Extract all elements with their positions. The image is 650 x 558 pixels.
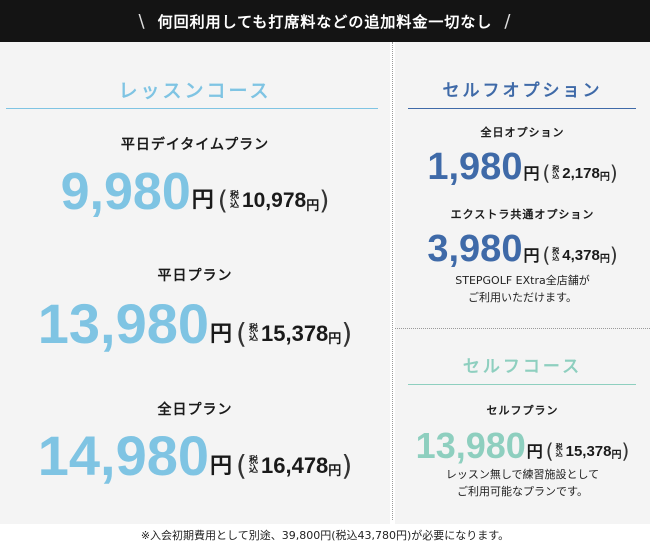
self-option-underline [408, 108, 636, 109]
tax-included-price: ( 税 込 16,478 円 ) [236, 452, 352, 480]
top-banner: \ 何回利用しても打席料などの追加料金一切なし / [0, 0, 650, 42]
self-course-note-line2: ご利用可能なプランです。 [457, 485, 588, 498]
tax-label-bottom: 込 [555, 450, 563, 458]
plan-name-weekday: 平日プラン [157, 268, 233, 284]
self-option-note-line2: ご利用いただけます。 [468, 291, 577, 304]
tax-included-price: ( 税 込 15,378 円 ) [546, 441, 630, 461]
tax-yen-mark: 円 [306, 198, 320, 214]
tax-included-price: ( 税 込 4,378 円 ) [542, 245, 617, 265]
tax-label: 税 込 [552, 164, 560, 181]
plan-name-all-day: 全日プラン [157, 402, 233, 418]
yen-mark: 円 [526, 442, 543, 461]
self-course-title: セルフコース [462, 357, 583, 377]
tax-price-number: 16,478 [261, 453, 329, 478]
tax-yen-mark: 円 [328, 331, 342, 347]
self-course-underline [408, 384, 636, 385]
yen-mark: 円 [523, 246, 540, 265]
paren-close: ) [341, 317, 353, 350]
price-number: 9,980 [60, 163, 191, 221]
tax-yen-mark: 円 [599, 171, 610, 183]
tax-included-price: ( 税 込 15,378 円 ) [236, 320, 352, 348]
tax-label-top: 税 [552, 246, 560, 255]
tax-label: 税 込 [248, 455, 258, 476]
plan-name-extra-option: エクストラ共通オプション [450, 208, 595, 221]
tax-yen-mark: 円 [599, 253, 610, 265]
self-option-title: セルフオプション [442, 81, 603, 101]
tax-price-number: 15,378 [565, 442, 612, 460]
footer-note: ※入会初期費用として別途、39,800円(税込43,780円)が必要になります。 [140, 529, 510, 542]
lesson-course-panel [0, 42, 390, 524]
vertical-divider [392, 42, 393, 520]
tax-label-top: 税 [229, 190, 239, 201]
banner-slash-right: / [504, 10, 512, 32]
self-course-note: レッスン無しで練習施設として ご利用可能なプランです。 [395, 466, 650, 500]
tax-yen-mark: 円 [611, 449, 622, 461]
tax-label-bottom: 込 [248, 333, 258, 343]
lesson-course-title: レッスンコース [118, 80, 272, 102]
yen-mark: 円 [210, 454, 233, 479]
paren-close: ) [621, 439, 630, 463]
paren-open: ( [236, 317, 247, 350]
price-self-plan: 13,980 円 ( 税 込 15,378 円 ) [395, 420, 650, 464]
paren-open: ( [217, 186, 228, 216]
tax-label-top: 税 [248, 323, 258, 334]
yen-mark: 円 [191, 188, 214, 213]
paren-close: ) [609, 161, 618, 185]
plan-name-all-day-option: 全日オプション [480, 126, 565, 139]
price-weekday-daytime: 9,980 円 ( 税 込 10,978 円 ) [0, 160, 390, 218]
price-number: 14,980 [37, 424, 210, 487]
paren-open: ( [545, 439, 554, 463]
lesson-course-underline [6, 108, 378, 109]
price-extra-option: 3,980 円 ( 税 込 4,378 円 ) [395, 224, 650, 268]
tax-price-number: 4,378 [562, 246, 600, 264]
banner-text: 何回利用しても打席料などの追加料金一切なし [157, 12, 493, 31]
self-option-note-line1: STEPGOLF EXtra全店舗が [455, 274, 590, 287]
price-all-day: 14,980 円 ( 税 込 16,478 円 ) [0, 422, 390, 484]
price-number: 1,980 [427, 146, 523, 188]
paren-open: ( [236, 449, 247, 482]
banner-slash-left: \ [138, 10, 146, 32]
tax-label-bottom: 込 [552, 254, 560, 262]
tax-included-price: ( 税 込 2,178 円 ) [542, 163, 617, 183]
tax-price-number: 2,178 [562, 164, 600, 182]
tax-label-bottom: 込 [229, 200, 239, 210]
price-number: 13,980 [415, 425, 526, 466]
horizontal-divider [395, 328, 650, 329]
price-all-day-option: 1,980 円 ( 税 込 2,178 円 ) [395, 142, 650, 186]
tax-label: 税 込 [552, 246, 560, 263]
paren-open: ( [542, 161, 551, 185]
yen-mark: 円 [523, 164, 540, 183]
self-panel [395, 42, 650, 524]
self-option-note: STEPGOLF EXtra全店舗が ご利用いただけます。 [395, 272, 650, 306]
price-weekday: 13,980 円 ( 税 込 15,378 円 ) [0, 290, 390, 352]
tax-label-top: 税 [555, 442, 563, 451]
tax-label: 税 込 [248, 323, 258, 344]
paren-close: ) [609, 243, 618, 267]
tax-label: 税 込 [229, 190, 239, 211]
price-number: 3,980 [427, 228, 523, 270]
tax-included-price: ( 税 込 10,978 円 ) [218, 188, 330, 214]
price-number: 13,980 [37, 292, 210, 355]
tax-label-top: 税 [248, 455, 258, 466]
plan-name-weekday-daytime: 平日デイタイムプラン [120, 137, 270, 153]
tax-label-bottom: 込 [552, 172, 560, 180]
tax-price-number: 15,378 [261, 321, 329, 346]
paren-close: ) [319, 186, 330, 216]
yen-mark: 円 [210, 322, 233, 347]
tax-label-bottom: 込 [248, 465, 258, 475]
tax-price-number: 10,978 [241, 189, 307, 212]
plan-name-self-plan: セルフプラン [486, 404, 559, 417]
tax-label: 税 込 [555, 442, 563, 459]
self-course-note-line1: レッスン無しで練習施設として [445, 468, 600, 481]
tax-yen-mark: 円 [328, 463, 342, 479]
paren-close: ) [341, 449, 353, 482]
paren-open: ( [542, 243, 551, 267]
tax-label-top: 税 [552, 164, 560, 173]
